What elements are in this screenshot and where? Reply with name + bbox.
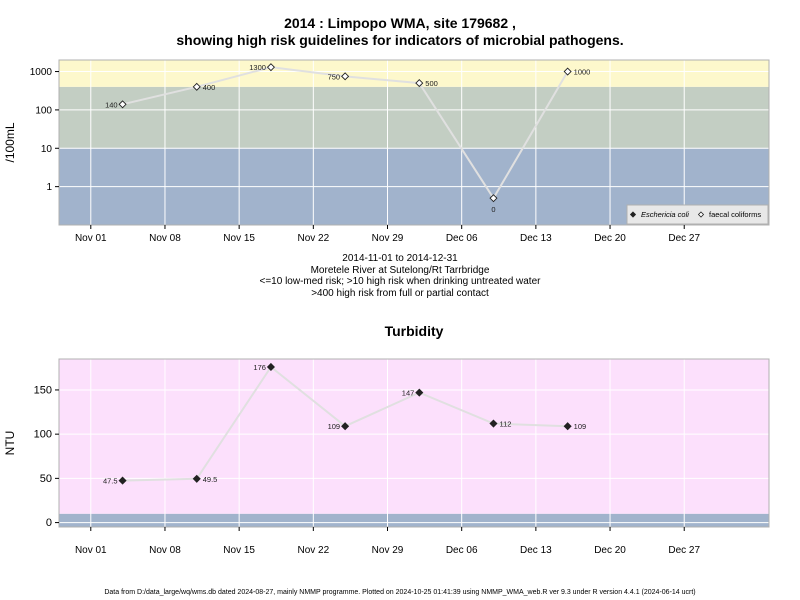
- data-point: [415, 79, 424, 88]
- y-tick-label: 1000: [30, 67, 53, 78]
- y-tick-label: 50: [40, 473, 52, 485]
- data-label: 0: [491, 205, 495, 214]
- data-label: 140: [105, 100, 118, 109]
- data-label: 400: [203, 83, 216, 92]
- x-tick-label: Nov 08: [149, 545, 181, 556]
- x-tick-label: Dec 13: [520, 545, 552, 556]
- drinking-guideline-text: <=10 low-med risk; >10 high risk when dr…: [259, 276, 541, 287]
- x-tick-label: Nov 22: [297, 545, 329, 556]
- x-tick-label: Nov 15: [223, 233, 255, 244]
- data-point: [118, 476, 127, 485]
- data-point: [489, 194, 498, 203]
- data-point: [341, 72, 350, 81]
- data-label: 147: [402, 389, 415, 398]
- x-tick-label: Dec 06: [446, 545, 478, 556]
- risk-band-1: [59, 513, 769, 527]
- x-tick-label: Nov 01: [75, 233, 107, 244]
- data-point: [192, 82, 201, 91]
- data-label: 1000: [574, 68, 591, 77]
- x-tick-label: Dec 27: [668, 545, 700, 556]
- contact-guideline-text: >400 high risk from full or partial cont…: [311, 287, 489, 299]
- legend-ecoli-label: Eschericia coli: [641, 210, 689, 219]
- data-point: [563, 422, 572, 431]
- chart-panel-2: Nov 01 Nov 08 Nov 15 Nov 22 Nov 29 Dec 06 Dec …: [3, 323, 770, 556]
- data-label: 750: [328, 72, 341, 81]
- y-tick-label: 100: [34, 429, 52, 441]
- data-point: [266, 362, 275, 371]
- y-tick-label: 150: [34, 384, 52, 396]
- x-tick-label: Dec 13: [520, 233, 552, 244]
- chart-panel-1: Nov 01 Nov 08 Nov 15 Nov 22 Nov 29 Dec 06 Dec …: [3, 59, 770, 244]
- y-tick-label: 100: [35, 105, 52, 116]
- y-axis-label: NTU: [3, 431, 17, 456]
- site-name-text: Moretele River at Sutelong/Rt Tarrbridge: [310, 264, 490, 276]
- x-tick-label: Dec 20: [594, 545, 626, 556]
- legend-ecoli-marker: [629, 211, 637, 218]
- legend-faecal-label: faecal coliforms: [709, 210, 761, 219]
- x-tick-label: Nov 22: [297, 233, 329, 244]
- legend-faecal-marker: [697, 211, 705, 218]
- data-label: 109: [328, 422, 341, 431]
- panel-title: Turbidity: [385, 323, 444, 339]
- data-point: [341, 422, 350, 431]
- x-tick-label: Nov 29: [372, 545, 404, 556]
- data-label: 49.5: [203, 475, 218, 484]
- data-label: 47.5: [103, 477, 118, 486]
- data-label: 500: [425, 79, 438, 88]
- data-point: [266, 63, 275, 72]
- data-point: [563, 67, 572, 76]
- plot-frame: [58, 358, 770, 528]
- data-point: [118, 100, 127, 109]
- data-point: [415, 388, 424, 397]
- y-tick-label: 1: [46, 182, 52, 193]
- x-tick-label: Nov 29: [372, 233, 404, 244]
- chart-title-line-1: 2014 : Limpopo WMA, site 179682 ,: [284, 15, 516, 31]
- legend-box: [626, 204, 769, 225]
- data-label: 109: [574, 422, 587, 431]
- x-tick-label: Dec 20: [594, 233, 626, 244]
- data-label: 176: [253, 363, 266, 372]
- data-point: [489, 419, 498, 428]
- risk-band-2: [59, 359, 769, 514]
- data-label: 1300: [249, 63, 266, 72]
- x-tick-label: Dec 27: [668, 233, 700, 244]
- plot-frame: [58, 59, 770, 226]
- x-tick-label: Nov 08: [149, 233, 181, 244]
- footer-note: Data from D:/data_large/wq/wms.db dated …: [104, 589, 696, 596]
- x-tick-label: Nov 15: [223, 545, 255, 556]
- y-tick-label: 0: [46, 517, 52, 529]
- x-tick-label: Nov 01: [75, 545, 107, 556]
- data-point: [192, 474, 201, 483]
- x-tick-label: Dec 06: [446, 233, 478, 244]
- chart-title-line-2: showing high risk guidelines for indicat…: [176, 32, 624, 48]
- data-label: 112: [499, 420, 511, 429]
- date-range-text: 2014-11-01 to 2014-12-31: [342, 253, 458, 264]
- y-axis-label: /100mL: [3, 122, 17, 162]
- risk-band-2: [59, 86, 769, 149]
- y-tick-label: 10: [41, 144, 53, 155]
